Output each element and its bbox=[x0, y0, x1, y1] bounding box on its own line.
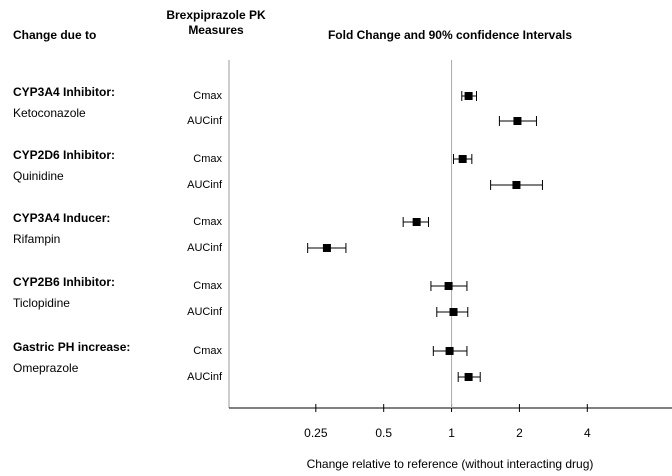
group-label: CYP2D6 Inhibitor: bbox=[13, 148, 115, 162]
measure-label: Cmax bbox=[193, 90, 222, 102]
x-tick-label: 0.5 bbox=[375, 426, 392, 440]
point-estimate bbox=[464, 92, 473, 100]
point-estimate bbox=[322, 244, 331, 252]
group-drug: Omeprazole bbox=[13, 361, 79, 375]
measure-label: Cmax bbox=[193, 153, 222, 165]
point-estimate bbox=[464, 373, 473, 381]
group-label: CYP3A4 Inhibitor: bbox=[13, 85, 115, 99]
chart-title: Fold Change and 90% confidence Intervals bbox=[328, 28, 572, 42]
point-estimate bbox=[512, 181, 521, 189]
point-estimate bbox=[445, 347, 454, 355]
group-drug: Ketoconazole bbox=[13, 106, 86, 120]
point-estimate bbox=[444, 282, 453, 290]
x-tick-label: 0.25 bbox=[304, 426, 328, 440]
x-axis-label: Change relative to reference (without in… bbox=[307, 457, 594, 471]
column-header: Brexpiprazole PK Measures bbox=[166, 8, 266, 37]
x-tick-label: 2 bbox=[516, 426, 523, 440]
group-label: CYP2B6 Inhibitor: bbox=[13, 275, 115, 289]
group-drug: Rifampin bbox=[13, 232, 60, 246]
point-estimate bbox=[412, 218, 421, 226]
measure-label: Cmax bbox=[193, 345, 222, 357]
point-estimate bbox=[513, 117, 522, 125]
group-drug: Quinidine bbox=[13, 169, 64, 183]
x-tick-label: 4 bbox=[584, 426, 591, 440]
group-label: Gastric PH increase: bbox=[13, 340, 130, 354]
measure-label: AUCinf bbox=[187, 179, 223, 191]
measure-label: AUCinf bbox=[187, 115, 223, 127]
group-drug: Ticlopidine bbox=[13, 296, 70, 310]
point-estimate bbox=[458, 155, 467, 163]
point-estimate bbox=[449, 308, 458, 316]
measure-label: AUCinf bbox=[187, 242, 223, 254]
x-tick-label: 1 bbox=[448, 426, 455, 440]
measure-label: AUCinf bbox=[187, 306, 223, 318]
measure-label: AUCinf bbox=[187, 371, 223, 383]
group-label: CYP3A4 Inducer: bbox=[13, 211, 110, 225]
measure-label: Cmax bbox=[193, 280, 222, 292]
column-header: Change due to bbox=[13, 28, 96, 42]
measure-label: Cmax bbox=[193, 216, 222, 228]
